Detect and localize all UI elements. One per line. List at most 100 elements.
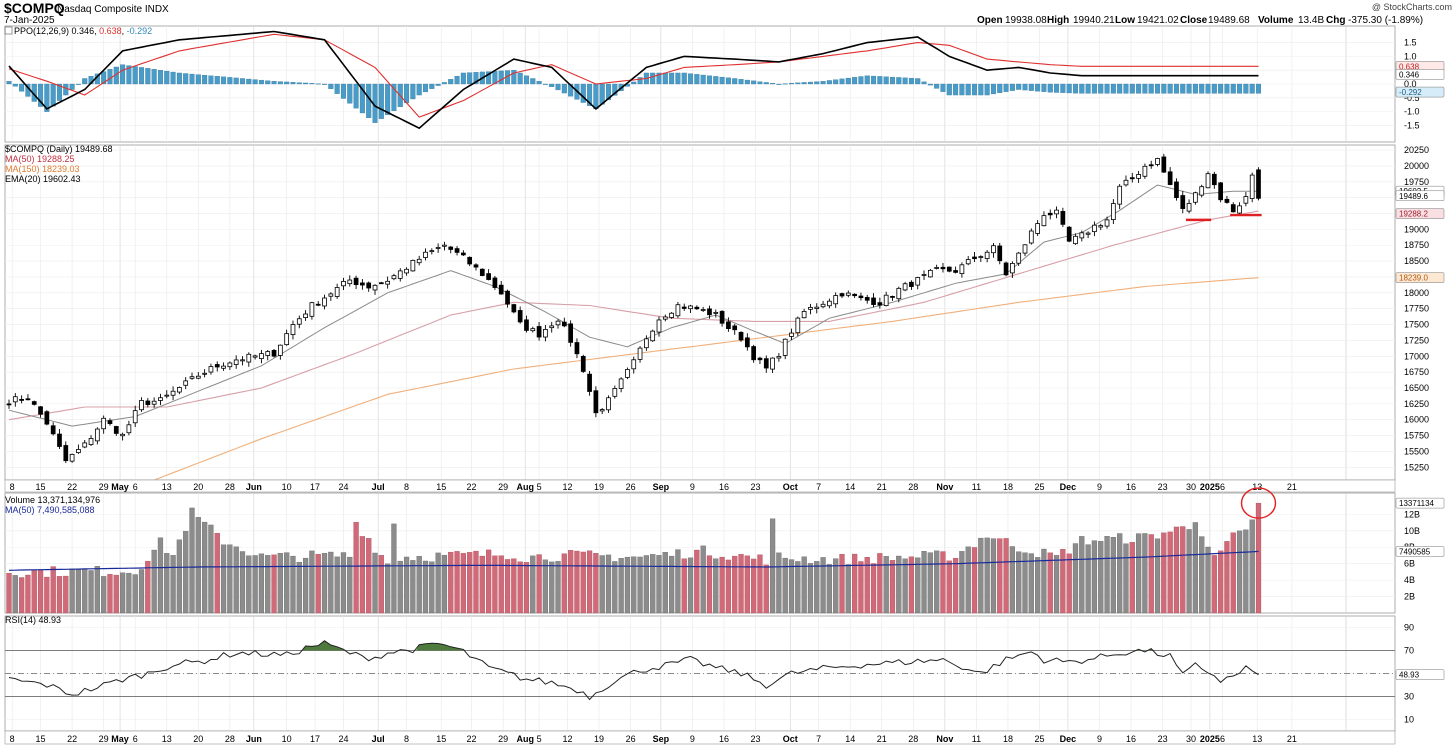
volume-bar: [1186, 529, 1192, 614]
candle-body: [801, 311, 807, 319]
candle-body: [1085, 232, 1091, 235]
y-tick-label: 17000: [1404, 351, 1429, 361]
ppo-hist-bar: [1066, 83, 1072, 94]
x-tick-label: 30: [1186, 482, 1196, 492]
volume-bar: [605, 554, 612, 614]
candle-body: [1054, 209, 1059, 215]
ppo-hist-bar: [536, 81, 542, 85]
ppo-hist-bar: [1060, 83, 1066, 93]
ppo-hist-bar: [675, 72, 681, 85]
volume-bar: [498, 555, 504, 614]
ppo-hist-bar: [385, 83, 391, 115]
candle-body: [94, 428, 100, 442]
chart-date: 7-Jan-2025: [4, 15, 55, 26]
ppo-legend-prefix: PPO(12,26,9): [14, 26, 69, 36]
ppo-hist-bar: [435, 83, 441, 86]
candle-body: [1016, 252, 1022, 264]
ppo-hist-bar: [744, 79, 750, 85]
volume-bar: [864, 557, 870, 614]
volume-bar: [725, 559, 732, 614]
ppo-hist-bar: [883, 76, 889, 85]
x-tick-label: 14: [845, 734, 855, 744]
value-tag: 48.93: [1399, 671, 1420, 680]
volume-bar: [555, 561, 561, 614]
candle-body: [6, 403, 12, 406]
volume-bar: [1022, 552, 1028, 614]
candle-body: [151, 400, 157, 405]
x-tick-label: Dec: [1060, 734, 1077, 744]
x-tick-label: 8: [10, 482, 15, 492]
candle-body: [530, 328, 536, 332]
x-tick-label: 30: [1186, 734, 1196, 744]
volume-bar: [713, 558, 719, 614]
candle-body: [202, 372, 207, 375]
volume-bar: [378, 555, 384, 614]
candle-body: [284, 333, 290, 346]
volume-bar: [833, 558, 839, 614]
ppo-hist-bar: [902, 77, 908, 85]
value-tag-box: [1395, 546, 1445, 557]
volume-bar: [1009, 546, 1015, 614]
ppo-hist-bar: [75, 83, 81, 85]
volume-bar: [1161, 532, 1167, 614]
candle-body: [1035, 223, 1040, 234]
volume-bar: [284, 552, 290, 614]
candle-body: [31, 401, 37, 405]
ppo-y-axis: 1.51.00.50.0-0.5-1.0-1.5: [1404, 38, 1420, 131]
candle-body: [1117, 185, 1123, 205]
ppo-hist-bar: [568, 83, 574, 97]
volume-bar: [934, 550, 940, 614]
ppo-hist-bar: [637, 77, 643, 85]
volume-bar: [675, 549, 681, 614]
candle-body: [410, 259, 416, 272]
candle-body: [391, 275, 397, 280]
volume-bar: [1047, 552, 1053, 614]
candle-body: [334, 287, 340, 297]
y-tick-label: 19750: [1404, 177, 1429, 187]
candle-body: [303, 313, 308, 319]
volume-bar: [410, 560, 416, 614]
volume-bar: [220, 544, 227, 614]
y-tick-label: 70: [1404, 646, 1414, 656]
ppo-hist-bar: [454, 75, 460, 85]
volume-bar: [252, 555, 258, 614]
x-tick-label: 6: [1220, 734, 1225, 744]
x-tick-label: 29: [498, 482, 508, 492]
candle-body: [763, 358, 769, 369]
ppo-hist-bar: [965, 83, 971, 96]
candle-body: [694, 306, 700, 310]
chg-value: -375.30 (-1.89%): [1348, 15, 1423, 26]
ppo-hist-bar: [328, 83, 334, 89]
ppo-hist-bar: [826, 80, 832, 85]
candle-body: [644, 338, 649, 349]
candle-body: [252, 355, 258, 358]
volume-bar: [233, 546, 239, 614]
ppo-hist-bar: [1022, 83, 1028, 91]
ppo-hist-bar: [353, 83, 359, 109]
volume-bar: [757, 554, 763, 614]
ppo-hist-bar: [997, 83, 1003, 93]
ppo-hist-bar: [807, 81, 813, 85]
candle-body: [189, 376, 195, 379]
ppo-hist-bar: [422, 83, 429, 93]
volume-bar: [1230, 532, 1236, 614]
candle-body: [568, 323, 573, 343]
ppo-hist-bar: [448, 79, 454, 85]
x-tick-label: 9: [1097, 482, 1102, 492]
x-tick-label: 17: [310, 734, 320, 744]
ppo-hist-bar: [732, 78, 738, 85]
x-tick-label: 18: [1003, 734, 1013, 744]
y-tick-label: 1.0: [1404, 51, 1417, 61]
candle-body: [751, 346, 757, 361]
ppo-hist-bar: [530, 78, 536, 85]
candle-body: [713, 311, 719, 314]
ppo-hist-bar: [839, 78, 845, 85]
ppo-hist-bar: [271, 81, 277, 85]
ppo-hist-bar: [1148, 83, 1154, 94]
x-tick-label: 10: [282, 734, 292, 744]
ppo-hist-bar: [1091, 83, 1097, 94]
ppo-hist-bar: [1173, 83, 1179, 94]
ppo-hist-bar: [296, 82, 302, 85]
x-tick-label: 28: [225, 734, 235, 744]
